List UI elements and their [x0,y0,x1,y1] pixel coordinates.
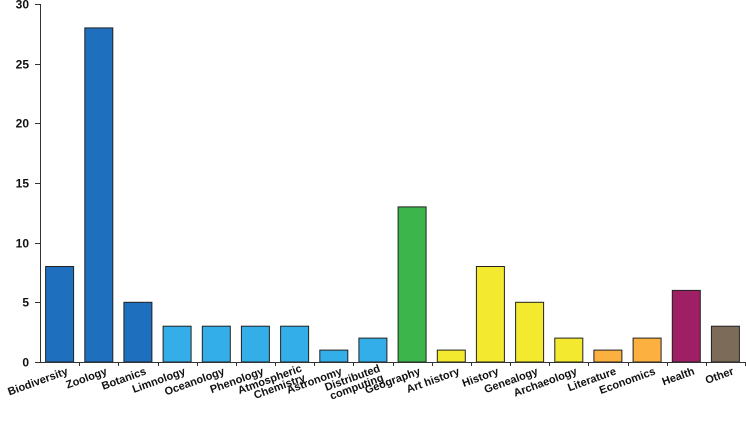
bar-genealogy [515,301,545,363]
bars [45,27,740,363]
y-axis: 0 5 10 15 20 25 30 [16,0,41,370]
y-tick-label: 15 [16,177,30,191]
bar-archaeology [554,337,584,363]
y-tick-label: 20 [16,117,30,131]
bar-art-history [436,349,466,363]
y-tick-label: 10 [16,237,30,251]
bar-limnology [162,325,192,363]
bar-economics [632,337,662,363]
x-category-label: Health [661,365,697,388]
y-tick-label: 25 [16,58,30,72]
bar-astronomy [319,349,349,363]
bar-geography [397,206,427,363]
bar-other [710,325,740,363]
bar-phenology [240,325,270,363]
y-tick-label: 5 [22,296,29,310]
bar-history [475,266,505,363]
bar-botanics [123,301,153,363]
bar-literature [593,349,623,363]
bar-oceanology [201,325,231,363]
bar-distributed-computing [358,337,388,363]
bar-health [671,289,701,363]
x-category-label: Other [704,365,736,387]
bar-atmospheric-chemistry [280,325,310,363]
y-tick-label: 0 [22,356,29,370]
bar-zoology [84,27,114,363]
y-tick-label: 30 [16,0,30,12]
x-category-label: Biodiversity [6,365,70,398]
bar-biodiversity [45,266,75,363]
x-axis: BiodiversityZoologyBotanicsLimnologyOcea… [6,362,746,403]
